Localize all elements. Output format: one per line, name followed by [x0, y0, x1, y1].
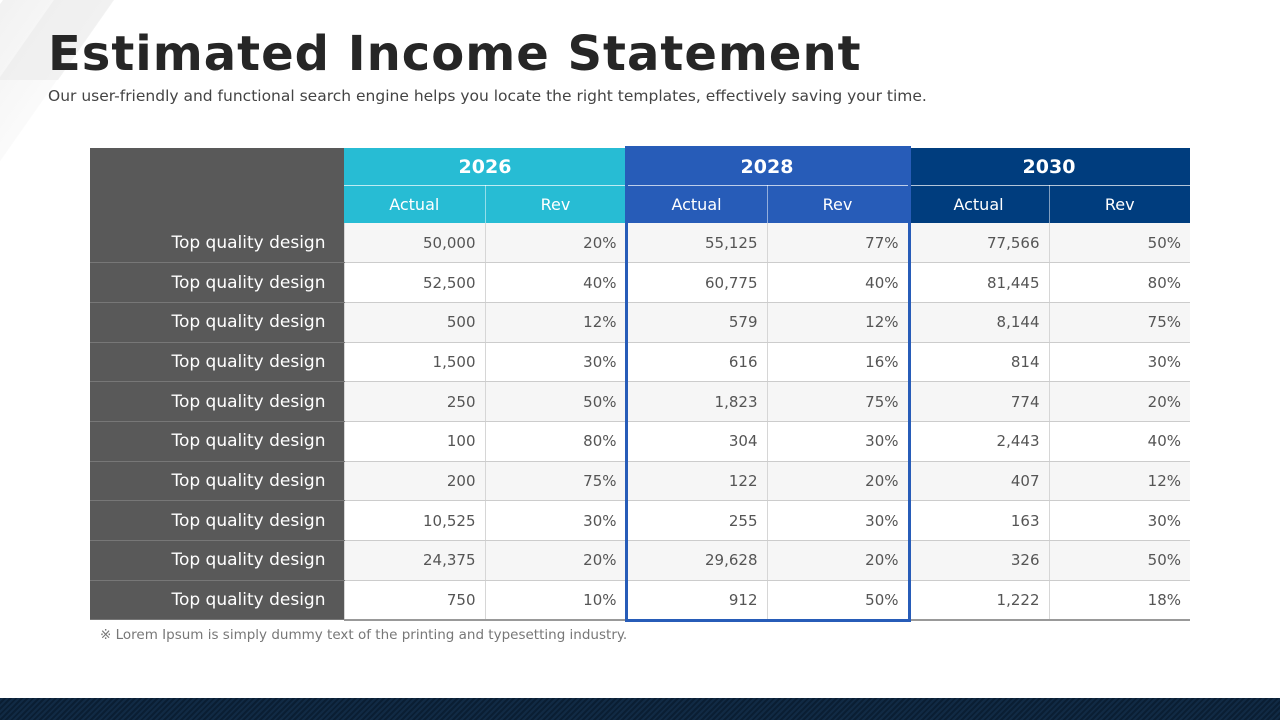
- row-label: Top quality design: [90, 302, 344, 343]
- actual-cell: 1,222: [907, 580, 1049, 621]
- actual-cell: 81,445: [907, 262, 1049, 303]
- actual-cell: 500: [343, 302, 485, 343]
- table-row: Top quality design 1,500 30% 616 16% 814 30%: [90, 342, 1190, 383]
- actual-cell: 616: [625, 342, 767, 383]
- table-row: Top quality design 100 80% 304 30% 2,443 40%: [90, 421, 1190, 462]
- table-row: Top quality design 750 10% 912 50% 1,222 18%: [90, 580, 1190, 621]
- footnote: ※ Lorem Ipsum is simply dummy text of th…: [100, 627, 628, 643]
- year-header-2030: 2030: [908, 148, 1190, 186]
- actual-cell: 50,000: [343, 223, 485, 264]
- rev-cell: 30%: [766, 421, 908, 462]
- actual-cell: 2,443: [907, 421, 1049, 462]
- rev-cell: 50%: [766, 580, 908, 621]
- row-label: Top quality design: [90, 421, 344, 462]
- rev-cell: 50%: [484, 381, 626, 422]
- actual-cell: 60,775: [625, 262, 767, 303]
- year-header-2028: 2028: [626, 148, 908, 186]
- actual-cell: 1,823: [625, 381, 767, 422]
- rev-cell: 30%: [484, 500, 626, 541]
- row-label: Top quality design: [90, 540, 344, 581]
- rev-cell: 20%: [766, 461, 908, 502]
- actual-cell: 579: [625, 302, 767, 343]
- rev-cell: 12%: [1048, 461, 1190, 502]
- sub-header-rev: Rev: [1048, 185, 1190, 223]
- rev-cell: 20%: [766, 540, 908, 581]
- rev-cell: 40%: [766, 262, 908, 303]
- table-row: Top quality design 10,525 30% 255 30% 163 30%: [90, 500, 1190, 541]
- sub-header-actual: Actual: [907, 185, 1049, 223]
- actual-cell: 912: [625, 580, 767, 621]
- actual-cell: 52,500: [343, 262, 485, 303]
- actual-cell: 326: [907, 540, 1049, 581]
- income-statement-table: 2026 2028 2030 Actual Rev Actual Rev Act…: [90, 148, 1190, 621]
- sub-header-rev: Rev: [766, 185, 908, 223]
- rev-cell: 75%: [1048, 302, 1190, 343]
- table-row: Top quality design 50,000 20% 55,125 77% 77,5…: [90, 223, 1190, 264]
- row-label: Top quality design: [90, 262, 344, 303]
- table-row: Top quality design 500 12% 579 12% 8,144 75%: [90, 302, 1190, 343]
- actual-cell: 55,125: [625, 223, 767, 264]
- sub-header-actual: Actual: [625, 185, 767, 223]
- rev-cell: 80%: [1048, 262, 1190, 303]
- rev-cell: 20%: [1048, 381, 1190, 422]
- rev-cell: 30%: [1048, 500, 1190, 541]
- footer-bar: [0, 698, 1280, 720]
- sub-header-actual: Actual: [344, 185, 485, 223]
- actual-cell: 163: [907, 500, 1049, 541]
- rev-cell: 80%: [484, 421, 626, 462]
- rev-cell: 16%: [766, 342, 908, 383]
- row-label: Top quality design: [90, 500, 344, 541]
- actual-cell: 122: [625, 461, 767, 502]
- actual-cell: 814: [907, 342, 1049, 383]
- rev-cell: 10%: [484, 580, 626, 621]
- year-header-2026: 2026: [344, 148, 626, 186]
- actual-cell: 29,628: [625, 540, 767, 581]
- row-label: Top quality design: [90, 381, 344, 422]
- rev-cell: 12%: [484, 302, 626, 343]
- actual-cell: 24,375: [343, 540, 485, 581]
- rev-cell: 40%: [1048, 421, 1190, 462]
- page-title: Estimated Income Statement: [48, 26, 862, 82]
- actual-cell: 407: [907, 461, 1049, 502]
- row-label: Top quality design: [90, 461, 344, 502]
- rev-cell: 40%: [484, 262, 626, 303]
- actual-cell: 304: [625, 421, 767, 462]
- table-row: Top quality design 250 50% 1,823 75% 774 20%: [90, 381, 1190, 422]
- rev-cell: 20%: [484, 223, 626, 264]
- sub-header-rev: Rev: [484, 185, 626, 223]
- actual-cell: 200: [343, 461, 485, 502]
- actual-cell: 8,144: [907, 302, 1049, 343]
- actual-cell: 255: [625, 500, 767, 541]
- actual-cell: 77,566: [907, 223, 1049, 264]
- corner-cell: [90, 148, 344, 223]
- actual-cell: 774: [907, 381, 1049, 422]
- rev-cell: 30%: [484, 342, 626, 383]
- rev-cell: 18%: [1048, 580, 1190, 621]
- page-subtitle: Our user-friendly and functional search …: [48, 87, 927, 105]
- table-row: Top quality design 200 75% 122 20% 407 12%: [90, 461, 1190, 502]
- rev-cell: 50%: [1048, 540, 1190, 581]
- rev-cell: 75%: [484, 461, 626, 502]
- rev-cell: 30%: [766, 500, 908, 541]
- row-label: Top quality design: [90, 342, 344, 383]
- table-row: Top quality design 24,375 20% 29,628 20% 326 5…: [90, 540, 1190, 581]
- rev-cell: 50%: [1048, 223, 1190, 264]
- actual-cell: 100: [343, 421, 485, 462]
- rev-cell: 20%: [484, 540, 626, 581]
- table-row: Top quality design 52,500 40% 60,775 40% 81,4…: [90, 262, 1190, 303]
- rev-cell: 77%: [766, 223, 908, 264]
- actual-cell: 10,525: [343, 500, 485, 541]
- rev-cell: 75%: [766, 381, 908, 422]
- row-label: Top quality design: [90, 580, 344, 621]
- rev-cell: 12%: [766, 302, 908, 343]
- actual-cell: 1,500: [343, 342, 485, 383]
- rev-cell: 30%: [1048, 342, 1190, 383]
- actual-cell: 750: [343, 580, 485, 621]
- row-label: Top quality design: [90, 223, 344, 264]
- actual-cell: 250: [343, 381, 485, 422]
